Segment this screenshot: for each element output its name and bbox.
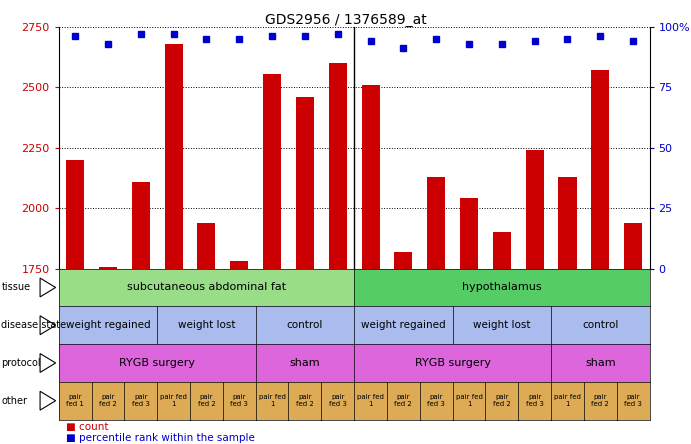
- Text: pair
fed 3: pair fed 3: [329, 394, 347, 407]
- Text: pair
fed 3: pair fed 3: [230, 394, 248, 407]
- Text: pair fed
1: pair fed 1: [554, 394, 581, 407]
- Text: sham: sham: [585, 358, 616, 368]
- Bar: [198, 222, 216, 269]
- Text: pair
fed 3: pair fed 3: [526, 394, 544, 407]
- Text: hypothalamus: hypothalamus: [462, 282, 542, 293]
- Bar: [361, 85, 379, 269]
- Bar: [624, 222, 642, 269]
- Bar: [395, 252, 413, 269]
- Bar: [526, 150, 544, 269]
- Text: RYGB surgery: RYGB surgery: [120, 358, 195, 368]
- Text: sham: sham: [290, 358, 320, 368]
- Bar: [329, 63, 347, 269]
- Text: pair
fed 3: pair fed 3: [624, 394, 642, 407]
- Text: ■ percentile rank within the sample: ■ percentile rank within the sample: [66, 433, 254, 443]
- Text: pair
fed 2: pair fed 2: [493, 394, 511, 407]
- Text: pair
fed 3: pair fed 3: [427, 394, 445, 407]
- Bar: [99, 267, 117, 269]
- Bar: [591, 70, 609, 269]
- Text: ■ count: ■ count: [66, 422, 108, 432]
- Text: weight lost: weight lost: [178, 320, 235, 330]
- Text: pair
fed 2: pair fed 2: [198, 394, 216, 407]
- Bar: [132, 182, 150, 269]
- Text: disease state: disease state: [1, 320, 66, 330]
- Text: pair
fed 2: pair fed 2: [395, 394, 413, 407]
- Bar: [296, 97, 314, 269]
- Text: pair fed
1: pair fed 1: [258, 394, 285, 407]
- Text: pair
fed 2: pair fed 2: [296, 394, 314, 407]
- Bar: [230, 262, 248, 269]
- Bar: [164, 44, 182, 269]
- Text: other: other: [1, 396, 28, 406]
- Bar: [558, 177, 576, 269]
- Text: weight regained: weight regained: [361, 320, 446, 330]
- Text: GDS2956 / 1376589_at: GDS2956 / 1376589_at: [265, 13, 426, 28]
- Text: tissue: tissue: [1, 282, 30, 293]
- Text: pair
fed 3: pair fed 3: [132, 394, 150, 407]
- Text: weight lost: weight lost: [473, 320, 531, 330]
- Text: subcutaneous abdominal fat: subcutaneous abdominal fat: [127, 282, 286, 293]
- Text: pair
fed 2: pair fed 2: [591, 394, 609, 407]
- Text: RYGB surgery: RYGB surgery: [415, 358, 491, 368]
- Text: protocol: protocol: [1, 358, 41, 368]
- Text: control: control: [582, 320, 618, 330]
- Text: weight regained: weight regained: [66, 320, 150, 330]
- Text: pair fed
1: pair fed 1: [455, 394, 482, 407]
- Bar: [427, 177, 445, 269]
- Bar: [263, 74, 281, 269]
- Bar: [66, 160, 84, 269]
- Text: control: control: [287, 320, 323, 330]
- Text: pair fed
1: pair fed 1: [160, 394, 187, 407]
- Text: pair fed
1: pair fed 1: [357, 394, 384, 407]
- Text: pair
fed 2: pair fed 2: [99, 394, 117, 407]
- Bar: [460, 198, 478, 269]
- Text: pair
fed 1: pair fed 1: [66, 394, 84, 407]
- Bar: [493, 232, 511, 269]
